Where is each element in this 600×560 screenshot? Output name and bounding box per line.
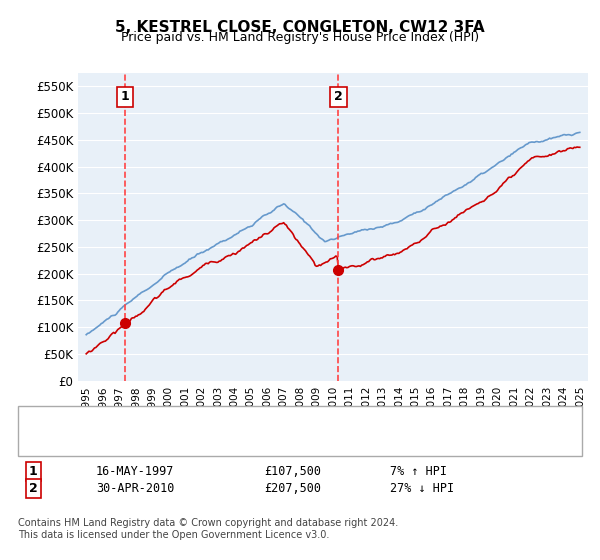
Text: 5, KESTREL CLOSE, CONGLETON, CW12 3FA (detached house): 5, KESTREL CLOSE, CONGLETON, CW12 3FA (d… xyxy=(84,408,437,418)
Text: 7% ↑ HPI: 7% ↑ HPI xyxy=(390,465,447,478)
Text: ———: ——— xyxy=(42,407,83,420)
Text: 2: 2 xyxy=(29,482,37,495)
Text: 2: 2 xyxy=(334,90,343,104)
Text: 5, KESTREL CLOSE, CONGLETON, CW12 3FA: 5, KESTREL CLOSE, CONGLETON, CW12 3FA xyxy=(115,20,485,35)
Text: 30-APR-2010: 30-APR-2010 xyxy=(96,482,175,495)
Text: 16-MAY-1997: 16-MAY-1997 xyxy=(96,465,175,478)
Text: Price paid vs. HM Land Registry's House Price Index (HPI): Price paid vs. HM Land Registry's House … xyxy=(121,31,479,44)
Text: 1: 1 xyxy=(121,90,130,104)
Text: ———: ——— xyxy=(42,418,83,432)
Text: 27% ↓ HPI: 27% ↓ HPI xyxy=(390,482,454,495)
Text: 1: 1 xyxy=(29,465,37,478)
Text: £207,500: £207,500 xyxy=(264,482,321,495)
Text: £107,500: £107,500 xyxy=(264,465,321,478)
Text: Contains HM Land Registry data © Crown copyright and database right 2024.
This d: Contains HM Land Registry data © Crown c… xyxy=(18,518,398,540)
Text: HPI: Average price, detached house, Cheshire East: HPI: Average price, detached house, Ches… xyxy=(84,419,373,430)
